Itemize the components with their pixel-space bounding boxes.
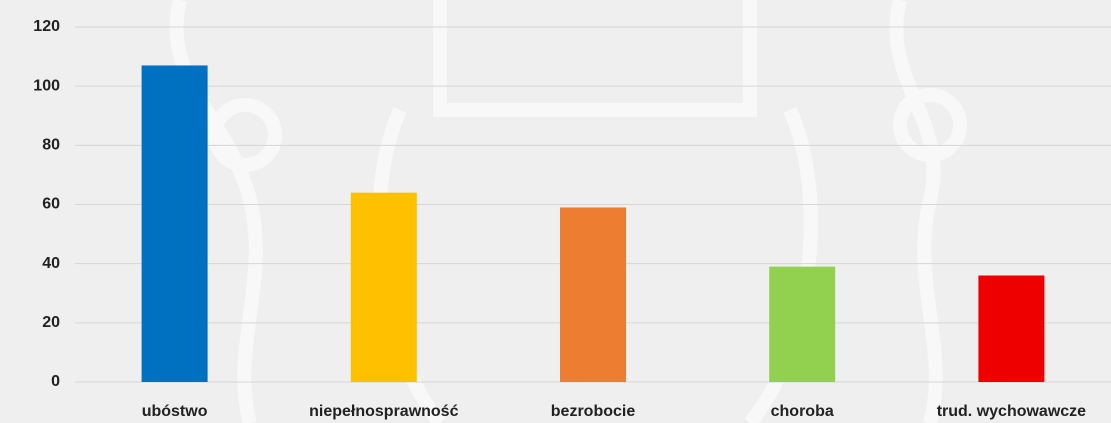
- y-tick-label: 20: [42, 314, 60, 331]
- y-tick-label: 60: [42, 196, 60, 213]
- bar: [350, 192, 417, 382]
- y-tick-label: 100: [33, 77, 60, 94]
- x-tick-label: niepełnosprawność: [309, 403, 458, 420]
- y-tick-label: 0: [51, 373, 60, 390]
- bar: [769, 266, 836, 382]
- x-tick-label: choroba: [771, 403, 834, 420]
- y-tick-label: 80: [42, 137, 60, 154]
- bar: [141, 65, 208, 382]
- y-tick-label: 120: [33, 18, 60, 35]
- x-tick-label: trud. wychowawcze: [937, 403, 1086, 420]
- x-tick-label: ubóstwo: [142, 403, 208, 420]
- bar: [978, 275, 1045, 382]
- bar: [560, 207, 626, 382]
- x-tick-label: bezrobocie: [551, 403, 636, 420]
- y-tick-label: 40: [42, 255, 60, 272]
